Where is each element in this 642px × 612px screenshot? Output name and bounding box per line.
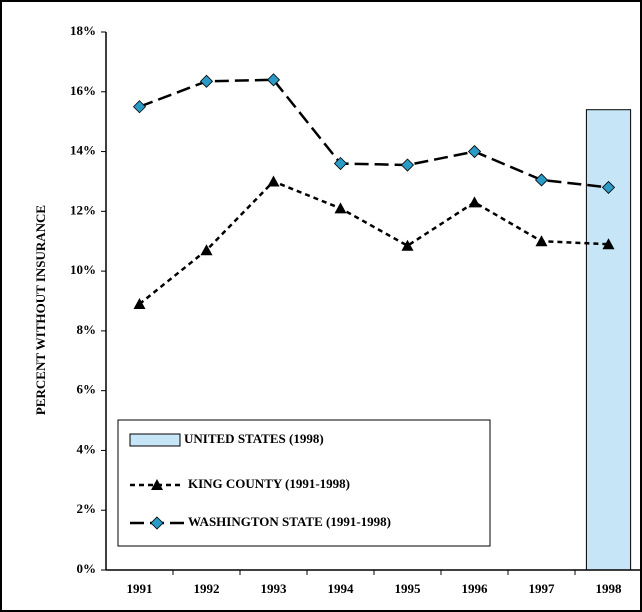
y-axis-label: PERCENT WITHOUT INSURANCE	[33, 205, 48, 415]
data-point	[534, 173, 549, 187]
y-tick-label: 6%	[77, 382, 97, 397]
data-point	[401, 239, 414, 251]
series-line	[138, 179, 609, 305]
legend-label: UNITED STATES (1998)	[184, 431, 324, 446]
data-point	[199, 74, 214, 88]
y-tick-label: 16%	[70, 83, 96, 98]
data-point	[132, 100, 147, 114]
legend-label: WASHINGTON STATE (1991-1998)	[188, 514, 391, 529]
y-tick-label: 4%	[77, 441, 97, 456]
legend-label: KING COUNTY (1991-1998)	[188, 476, 350, 491]
x-tick-label: 1995	[395, 581, 422, 596]
data-point	[333, 156, 348, 171]
data-point	[602, 238, 615, 250]
data-point	[601, 180, 616, 194]
series-line	[139, 78, 609, 189]
data-point	[200, 244, 213, 256]
data-point	[267, 175, 280, 187]
x-tick-label: 1991	[127, 581, 153, 596]
y-tick-label: 14%	[70, 143, 96, 158]
data-point	[535, 235, 548, 247]
x-tick-label: 1993	[261, 581, 288, 596]
y-tick-label: 10%	[70, 262, 96, 277]
x-tick-label: 1996	[462, 581, 489, 596]
data-point	[467, 144, 482, 159]
legend-marker	[150, 516, 164, 530]
legend-swatch	[129, 433, 181, 447]
data-point	[266, 73, 281, 87]
x-tick-label: 1998	[596, 581, 623, 596]
legend-marker	[151, 479, 163, 490]
x-tick-label: 1997	[529, 581, 556, 596]
y-tick-label: 8%	[77, 322, 97, 337]
data-point	[334, 202, 347, 214]
y-tick-label: 18%	[70, 23, 96, 38]
y-tick-label: 12%	[70, 202, 96, 217]
y-tick-label: 2%	[77, 501, 97, 516]
data-point	[468, 196, 481, 208]
data-point	[133, 297, 146, 309]
data-point	[400, 158, 415, 172]
y-tick-label: 0%	[77, 561, 97, 576]
x-tick-label: 1992	[194, 581, 220, 596]
bar	[585, 109, 632, 571]
x-tick-label: 1994	[328, 581, 355, 596]
